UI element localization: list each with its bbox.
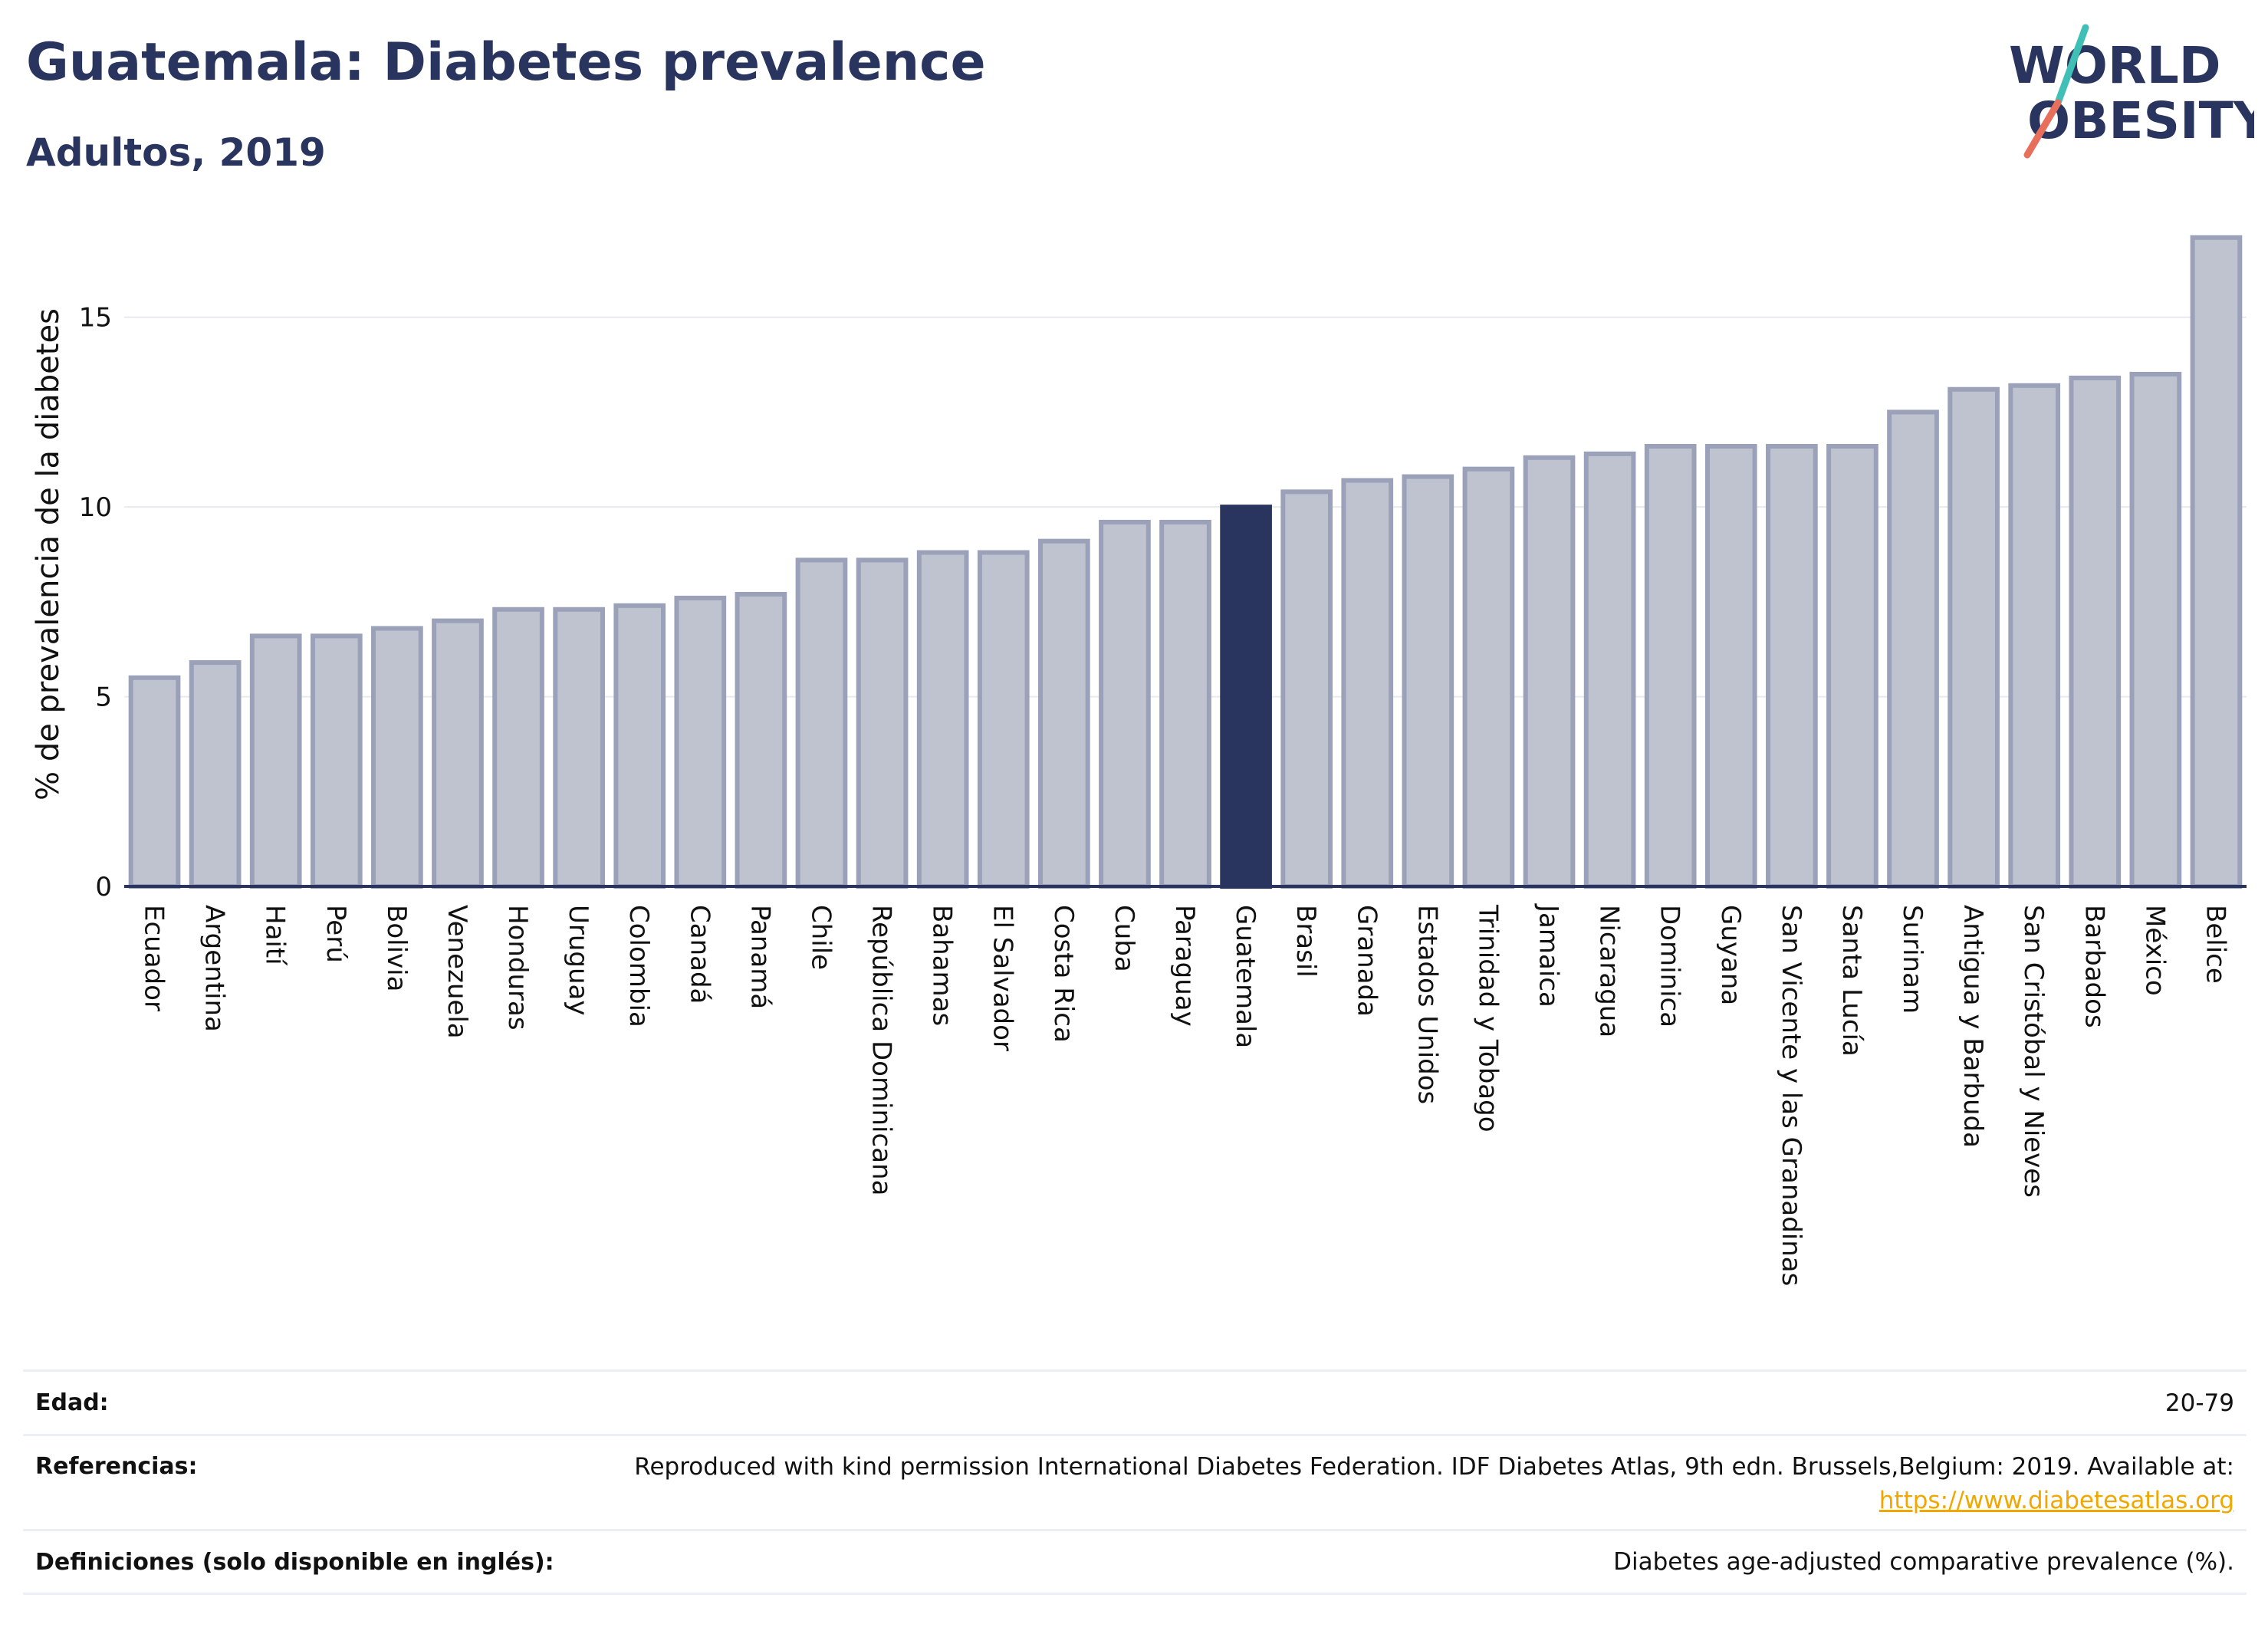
bar	[1948, 386, 2000, 889]
x-tick-label: Guyana	[1715, 905, 1746, 1005]
bar	[249, 633, 302, 889]
bar	[2008, 383, 2061, 889]
bar	[1887, 409, 1939, 889]
page-subtitle: Adultos, 2019	[26, 130, 326, 175]
y-axis-label: % de prevalencia de la diabetes	[31, 308, 66, 801]
x-tick-label: Paraguay	[1169, 905, 1200, 1027]
bar	[1704, 443, 1757, 889]
info-table: Edad: 20-79 Referencias: Reproduced with…	[23, 1369, 2247, 1595]
x-tick-label: Ecuador	[139, 905, 169, 1011]
bar	[1583, 451, 1636, 889]
x-tick-label: Jamaica	[1533, 903, 1564, 1008]
x-tick-label: Argentina	[199, 905, 230, 1032]
logo-slash-teal	[2054, 24, 2089, 107]
bar	[1766, 443, 1818, 889]
x-tick-label: Barbados	[2079, 905, 2109, 1028]
bar	[613, 603, 666, 889]
age-value: 20-79	[2164, 1389, 2234, 1417]
bar	[2190, 235, 2243, 889]
x-tick-label: Antigua y Barbuda	[1957, 905, 1988, 1148]
x-tick-label: Brasil	[1290, 905, 1321, 978]
info-row-age: Edad: 20-79	[23, 1369, 2247, 1434]
bar	[1644, 443, 1697, 889]
bar	[432, 618, 484, 889]
world-obesity-logo[interactable]: WORLD OBESITY	[1994, 23, 2254, 161]
y-tick-label: 10	[79, 492, 112, 523]
x-tick-label: Costa Rica	[1048, 905, 1079, 1043]
bar	[1402, 474, 1454, 889]
x-tick-label: Bolivia	[381, 905, 412, 991]
x-tick-label: Haití	[260, 905, 291, 966]
bar	[2129, 371, 2182, 889]
info-row-references: Referencias: Reproduced with kind permis…	[23, 1434, 2247, 1529]
x-tick-label: Canadá	[684, 905, 715, 1004]
bar	[492, 607, 544, 889]
x-tick-label: República Dominicana	[866, 905, 897, 1195]
x-tick-label: Guatemala	[1230, 905, 1261, 1048]
bar	[856, 557, 909, 889]
bar	[128, 675, 181, 889]
logo-line-1: WORLD	[2009, 36, 2221, 95]
x-tick-label: Surinam	[1897, 905, 1928, 1014]
bar	[1280, 489, 1333, 889]
x-tick-label: El Salvador	[988, 905, 1018, 1051]
bar	[916, 550, 969, 889]
logo-slash-coral	[2023, 99, 2062, 159]
bar	[1826, 443, 1878, 889]
x-tick-label: Santa Lucía	[1836, 905, 1867, 1057]
bar	[1099, 519, 1151, 889]
references-link[interactable]: https://www.diabetesatlas.org	[1878, 1487, 2234, 1514]
bar	[735, 591, 787, 889]
y-tick-label: 0	[95, 872, 112, 902]
x-tick-label: Uruguay	[563, 905, 593, 1016]
x-tick-label: Perú	[320, 905, 351, 963]
bar	[1159, 519, 1211, 889]
bar	[1341, 478, 1394, 889]
bar	[189, 660, 242, 889]
bar	[795, 557, 848, 889]
y-tick-label: 15	[79, 303, 112, 334]
x-tick-label: San Vicente y las Granadinas	[1776, 905, 1806, 1286]
x-tick-label: Dominica	[1655, 905, 1685, 1027]
bar	[553, 607, 605, 889]
bar	[1037, 538, 1090, 889]
x-tick-label: Granada	[1351, 905, 1382, 1017]
x-tick-label: Chile	[805, 905, 836, 970]
definitions-value: Diabetes age-adjusted comparative preval…	[1613, 1548, 2234, 1576]
x-tick-label: Belice	[2200, 905, 2230, 984]
x-tick-label: Trinidad y Tobago	[1472, 904, 1503, 1133]
bar	[1523, 455, 1576, 889]
x-tick-label: México	[2139, 905, 2170, 996]
bar	[977, 550, 1030, 889]
x-tick-label: San Cristóbal y Nieves	[2018, 905, 2049, 1198]
bar-chart: 0 5 10 15 % de prevalencia de la diabetes Ecu…	[31, 235, 2247, 1286]
y-tick-label: 5	[95, 682, 112, 713]
x-tick-label: Venezuela	[442, 905, 472, 1039]
page-title: Guatemala: Diabetes prevalence	[26, 32, 986, 93]
bar	[2069, 375, 2122, 889]
x-tick-label: Cuba	[1109, 905, 1139, 972]
references-text: Reproduced with kind permission Internat…	[634, 1453, 2234, 1481]
logo-line-2: OBESITY	[2027, 91, 2254, 150]
x-tick-label: Panamá	[744, 905, 775, 1009]
age-label: Edad:	[35, 1389, 109, 1416]
x-tick-label: Nicaragua	[1594, 905, 1625, 1037]
bar	[1462, 466, 1515, 889]
x-tick-label: Colombia	[623, 905, 654, 1027]
bar	[310, 633, 363, 889]
bar	[371, 626, 423, 889]
x-tick-label: Honduras	[502, 905, 533, 1031]
references-value: Reproduced with kind permission Internat…	[634, 1450, 2247, 1517]
references-label: Referencias:	[35, 1453, 198, 1480]
bar-highlight	[1220, 505, 1272, 889]
x-tick-label: Estados Unidos	[1412, 905, 1442, 1104]
x-tick-label: Bahamas	[927, 905, 958, 1026]
definitions-label: Definiciones (solo disponible en inglés)…	[35, 1548, 554, 1576]
info-row-definitions: Definiciones (solo disponible en inglés)…	[23, 1529, 2247, 1595]
bar	[674, 595, 727, 889]
